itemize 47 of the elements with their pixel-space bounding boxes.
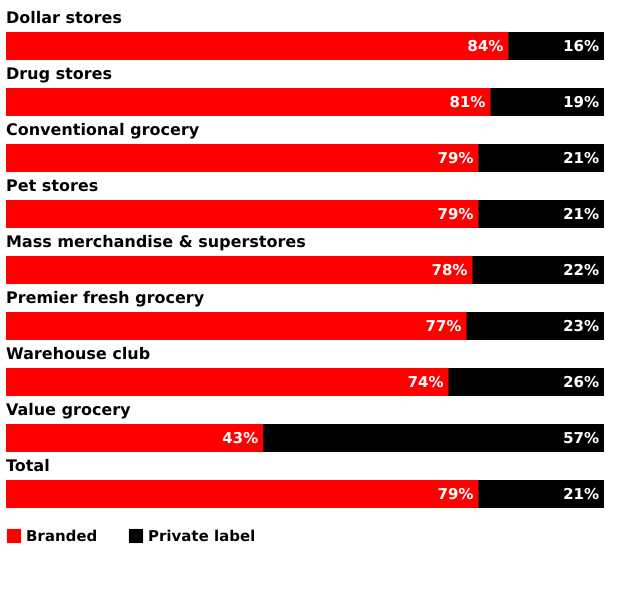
data-label: 77% bbox=[426, 317, 462, 335]
bar bbox=[6, 256, 472, 284]
bar bbox=[478, 200, 604, 228]
data-label: 16% bbox=[563, 37, 599, 55]
bar bbox=[6, 312, 466, 340]
bar bbox=[6, 480, 478, 508]
bar bbox=[6, 424, 264, 452]
y-tick-label: Dollar stores bbox=[6, 8, 122, 27]
data-label: 26% bbox=[563, 373, 599, 391]
y-tick-label: Total bbox=[6, 456, 50, 475]
bar bbox=[490, 88, 604, 116]
legend-label: Branded bbox=[26, 527, 98, 545]
y-tick-label: Value grocery bbox=[6, 400, 132, 419]
bar bbox=[448, 368, 604, 396]
data-label: 43% bbox=[222, 429, 258, 447]
bar bbox=[6, 144, 478, 172]
data-label: 79% bbox=[438, 149, 474, 167]
data-label: 84% bbox=[467, 37, 504, 55]
bar bbox=[508, 32, 604, 60]
data-label: 19% bbox=[563, 93, 599, 111]
bar bbox=[6, 32, 508, 60]
bar bbox=[263, 424, 604, 452]
y-tick-label: Pet stores bbox=[6, 176, 98, 195]
y-tick-label: Mass merchandise & superstores bbox=[6, 232, 306, 251]
bar bbox=[478, 480, 604, 508]
y-tick-label: Premier fresh grocery bbox=[6, 288, 205, 307]
data-label: 21% bbox=[563, 149, 599, 167]
bar bbox=[472, 256, 604, 284]
data-label: 74% bbox=[408, 373, 444, 391]
data-label: 57% bbox=[563, 429, 599, 447]
data-label: 79% bbox=[438, 205, 474, 223]
bar bbox=[6, 200, 478, 228]
y-tick-label: Conventional grocery bbox=[6, 120, 200, 139]
data-label: 78% bbox=[432, 261, 468, 279]
data-label: 22% bbox=[563, 261, 599, 279]
bar bbox=[6, 368, 449, 396]
y-tick-label: Drug stores bbox=[6, 64, 112, 83]
data-label: 23% bbox=[563, 317, 599, 335]
data-label: 21% bbox=[563, 485, 599, 503]
bar bbox=[478, 144, 604, 172]
bar bbox=[466, 312, 604, 340]
bar bbox=[6, 88, 490, 116]
data-label: 21% bbox=[563, 205, 599, 223]
data-label: 79% bbox=[438, 485, 474, 503]
y-tick-label: Warehouse club bbox=[6, 344, 150, 363]
legend-label: Private label bbox=[148, 527, 256, 545]
data-label: 81% bbox=[449, 93, 486, 111]
